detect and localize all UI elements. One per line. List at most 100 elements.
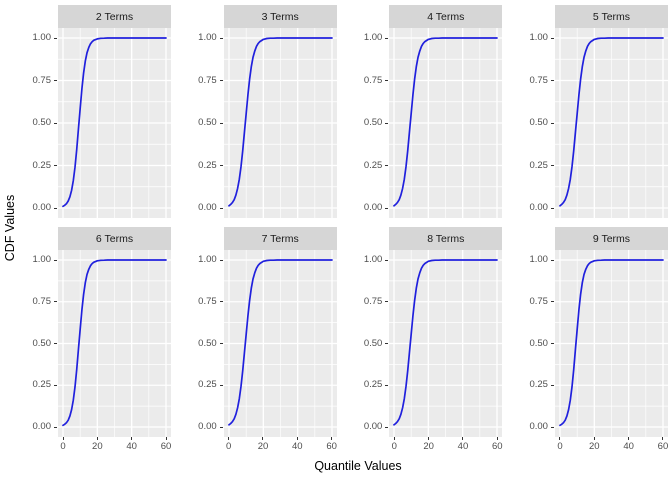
y-tick-label: 0.75 [363,74,383,86]
y-axis-ticks: 0.00 0.25 0.50 0.75 1.00 [519,250,555,437]
y-tick-mark [550,426,554,428]
y-tick-mark [54,37,57,39]
y-tick-label: 0.25 [198,159,217,171]
cdf-curve [393,259,499,426]
facet-panel [554,28,668,218]
facet-grid: 2 Terms 0.00 0.25 0.50 0.75 1.00 3 Terms 0.00 0.… [22,5,668,453]
x-tick-label: 20 [257,441,269,452]
facet-strip: 3 Terms [223,5,337,28]
x-tick-label: 60 [657,441,669,452]
y-axis-ticks: 0.00 0.25 0.50 0.75 1.00 [519,28,555,218]
cdf-curve [393,37,499,207]
y-tick-mark [54,80,57,81]
y-tick-mark [54,343,57,344]
x-tick-mark [662,437,664,440]
cdf-curve [62,37,167,208]
y-tick-label: 1.00 [529,32,548,43]
cdf-curve [559,259,664,427]
y-tick-mark [385,301,389,303]
x-tick-label: 60 [492,441,503,452]
facet-strip: 7 Terms [223,227,337,250]
x-axis-ticks: 0 20 40 60 [58,437,171,453]
x-tick-mark [428,437,430,440]
facet-5-terms: 5 Terms 0.00 0.25 0.50 0.75 1.00 [519,5,668,218]
y-tick-mark [385,80,389,81]
y-tick-label: 0.00 [32,202,52,213]
y-tick-label: 0.25 [32,379,52,391]
x-tick-mark [393,437,395,440]
y-tick-mark [550,122,554,124]
facet-strip: 5 Terms [554,5,668,28]
y-tick-mark [219,384,223,386]
y-tick-mark [219,259,223,261]
y-tick-label: 0.50 [529,117,548,128]
y-tick-mark [385,165,389,166]
y-tick-label: 0.00 [198,421,217,432]
x-tick-label: 40 [126,441,137,452]
y-tick-label: 0.25 [529,159,548,171]
x-tick-label: 0 [557,441,563,452]
facet-strip-label: 4 Terms [427,10,465,23]
y-axis-title-text: CDF Values [3,194,17,262]
y-tick-mark [550,207,554,209]
y-tick-label: 1.00 [32,32,52,43]
facet-9-terms: 9 Terms 0.00 0.25 0.50 0.75 1.00 0 20 40 60 [519,227,668,453]
x-tick-mark [496,437,498,440]
facet-panel [58,28,171,218]
y-tick-label: 0.00 [198,202,217,213]
y-tick-mark [54,384,57,386]
y-axis-ticks: 0.00 0.25 0.50 0.75 1.00 [22,250,58,437]
x-tick-label: 20 [423,441,434,452]
facet-strip-label: 9 Terms [592,232,631,245]
y-tick-label: 0.75 [32,74,52,86]
y-tick-mark [385,259,389,261]
facet-strip: 6 Terms [58,227,171,250]
facet-7-terms: 7 Terms 0.00 0.25 0.50 0.75 1.00 0 20 40 60 [188,227,337,453]
x-tick-label: 40 [457,441,469,452]
x-axis-title: Quantile Values [22,459,668,473]
x-tick-label: 0 [60,441,66,452]
y-tick-mark [219,426,223,428]
x-axis-title-text: Quantile Values [314,459,402,473]
cdf-curve [559,37,664,207]
facet-strip: 9 Terms [554,227,668,250]
y-tick-label: 0.50 [363,117,383,128]
y-tick-mark [550,165,554,166]
x-tick-label: 0 [226,441,232,452]
facet-strip-label: 8 Terms [427,232,465,245]
y-tick-mark [54,259,57,261]
y-tick-label: 0.25 [363,379,383,391]
y-tick-label: 0.00 [363,202,383,213]
y-tick-label: 0.50 [198,337,217,349]
y-tick-label: 0.75 [363,295,383,307]
y-tick-label: 0.50 [32,337,52,349]
x-tick-label: 60 [326,441,337,452]
facet-strip-label: 2 Terms [95,10,134,23]
facet-strip: 8 Terms [389,227,503,250]
facet-strip-label: 6 Terms [95,232,134,245]
facet-strip: 4 Terms [389,5,503,28]
y-tick-mark [54,426,57,428]
y-tick-mark [219,207,223,209]
x-tick-label: 40 [623,441,634,452]
y-tick-mark [385,343,389,344]
y-tick-mark [219,301,223,303]
y-tick-label: 1.00 [32,254,52,265]
y-tick-label: 0.75 [529,295,548,307]
facet-strip-label: 5 Terms [592,10,631,23]
x-axis-ticks: 0 20 40 60 [224,437,337,453]
x-axis-ticks: 0 20 40 60 [389,437,503,453]
facet-4-terms: 4 Terms 0.00 0.25 0.50 0.75 1.00 [353,5,503,218]
y-tick-label: 0.00 [529,202,548,213]
y-tick-label: 0.50 [363,337,383,349]
x-tick-mark [628,437,630,440]
y-tick-label: 0.75 [198,74,217,86]
x-axis-ticks: 0 20 40 60 [555,437,668,453]
y-tick-mark [54,165,57,166]
x-tick-label: 20 [92,441,103,452]
y-axis-ticks: 0.00 0.25 0.50 0.75 1.00 [188,28,224,218]
y-axis-ticks: 0.00 0.25 0.50 0.75 1.00 [353,28,389,218]
x-tick-mark [96,437,98,440]
y-tick-mark [550,301,554,303]
